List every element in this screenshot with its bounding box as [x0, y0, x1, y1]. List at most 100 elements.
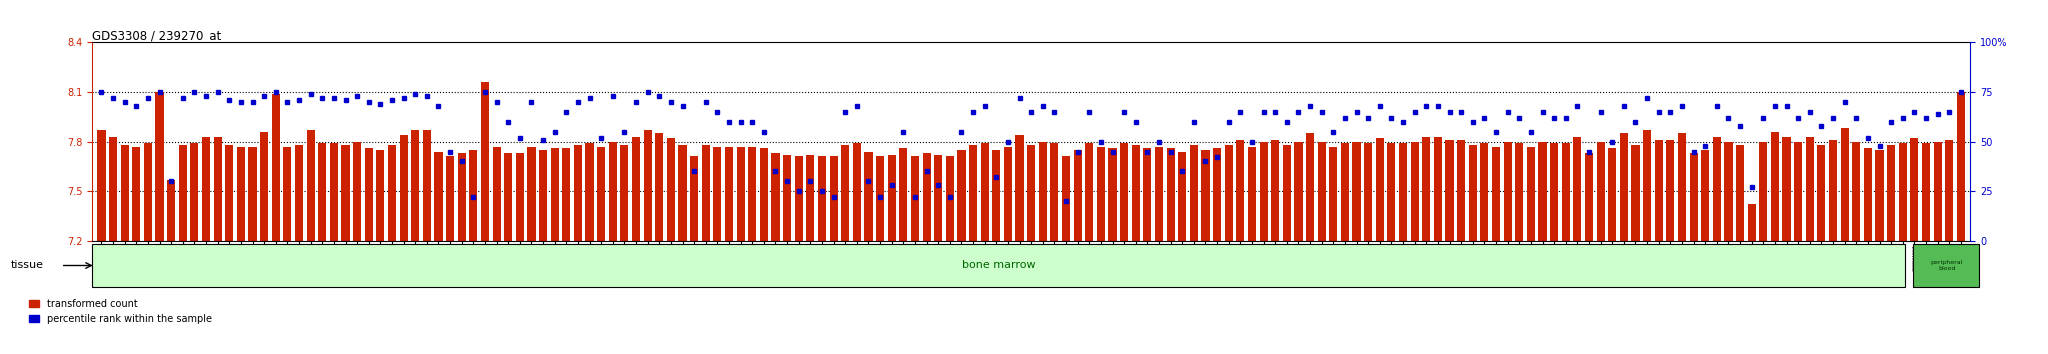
Bar [1737, 145, 1745, 241]
Bar [1421, 137, 1430, 241]
Bar [1434, 137, 1442, 241]
Bar [690, 156, 698, 241]
Bar [1167, 148, 1176, 241]
Bar [1690, 153, 1698, 241]
Bar [469, 150, 477, 241]
Bar [342, 145, 350, 241]
Bar [1503, 142, 1511, 241]
Bar [434, 152, 442, 241]
Bar [1468, 145, 1477, 241]
Bar [1028, 145, 1034, 241]
Bar [365, 148, 373, 241]
Bar [248, 147, 256, 241]
Bar [1120, 143, 1128, 241]
Bar [772, 153, 780, 241]
Bar [655, 133, 664, 241]
Bar [887, 155, 895, 241]
Bar [1817, 145, 1825, 241]
Bar [795, 156, 803, 241]
Bar [307, 130, 315, 241]
Text: bone marrow: bone marrow [963, 261, 1036, 270]
Bar [399, 135, 408, 241]
Bar [725, 147, 733, 241]
Bar [1294, 142, 1303, 241]
Bar [481, 82, 489, 241]
Bar [899, 148, 907, 241]
Bar [190, 143, 199, 241]
Bar [1108, 148, 1116, 241]
Bar [877, 156, 885, 241]
Bar [1272, 140, 1280, 241]
Bar [1143, 148, 1151, 241]
Bar [1446, 140, 1454, 241]
Bar [946, 156, 954, 241]
Bar [1456, 140, 1464, 241]
Bar [1190, 145, 1198, 241]
Bar [133, 147, 141, 241]
Bar [1655, 140, 1663, 241]
Bar [1237, 140, 1245, 241]
Bar [283, 147, 291, 241]
Bar [748, 147, 756, 241]
Bar [121, 145, 129, 241]
Bar [1155, 147, 1163, 241]
Bar [1620, 133, 1628, 241]
Bar [702, 145, 711, 241]
Bar [1864, 148, 1872, 241]
Bar [1667, 140, 1675, 241]
Bar [1247, 147, 1255, 241]
Bar [1712, 137, 1720, 241]
Bar [621, 145, 629, 241]
Bar [156, 92, 164, 241]
Bar [98, 130, 106, 241]
Bar [143, 143, 152, 241]
Bar [1329, 147, 1337, 241]
Bar [1898, 143, 1907, 241]
Bar [864, 152, 872, 241]
Bar [668, 138, 676, 241]
Bar [330, 143, 338, 241]
Bar [1921, 143, 1929, 241]
Bar [504, 153, 512, 241]
Bar [1563, 143, 1571, 241]
Bar [203, 137, 211, 241]
Bar [1341, 143, 1350, 241]
Bar [1829, 140, 1837, 241]
Bar [1399, 143, 1407, 241]
Text: peripheral
blood: peripheral blood [1931, 260, 1964, 271]
Bar [1933, 142, 1942, 241]
Bar [295, 145, 303, 241]
Bar [1225, 145, 1233, 241]
Bar [109, 137, 117, 241]
Bar [446, 156, 455, 241]
Bar [1307, 133, 1315, 241]
Bar [922, 153, 930, 241]
Bar [934, 155, 942, 241]
Bar [213, 137, 221, 241]
Bar [586, 143, 594, 241]
Bar [317, 143, 326, 241]
Bar [1851, 142, 1860, 241]
Bar [633, 137, 641, 241]
Bar [1016, 135, 1024, 241]
Bar [422, 130, 430, 241]
Bar [1317, 142, 1325, 241]
Bar [1585, 153, 1593, 241]
Bar [1759, 142, 1767, 241]
Bar [782, 155, 791, 241]
Bar [760, 148, 768, 241]
Bar [598, 147, 606, 241]
Bar [1528, 147, 1534, 241]
Bar [678, 145, 686, 241]
Bar [1794, 142, 1802, 241]
Bar [1913, 244, 1980, 287]
Bar [1538, 142, 1546, 241]
Bar [1876, 150, 1884, 241]
Bar [991, 150, 999, 241]
Bar [1133, 145, 1141, 241]
Bar [1260, 142, 1268, 241]
Bar [377, 150, 385, 241]
Bar [1364, 143, 1372, 241]
Bar [1098, 147, 1106, 241]
Bar [956, 150, 965, 241]
